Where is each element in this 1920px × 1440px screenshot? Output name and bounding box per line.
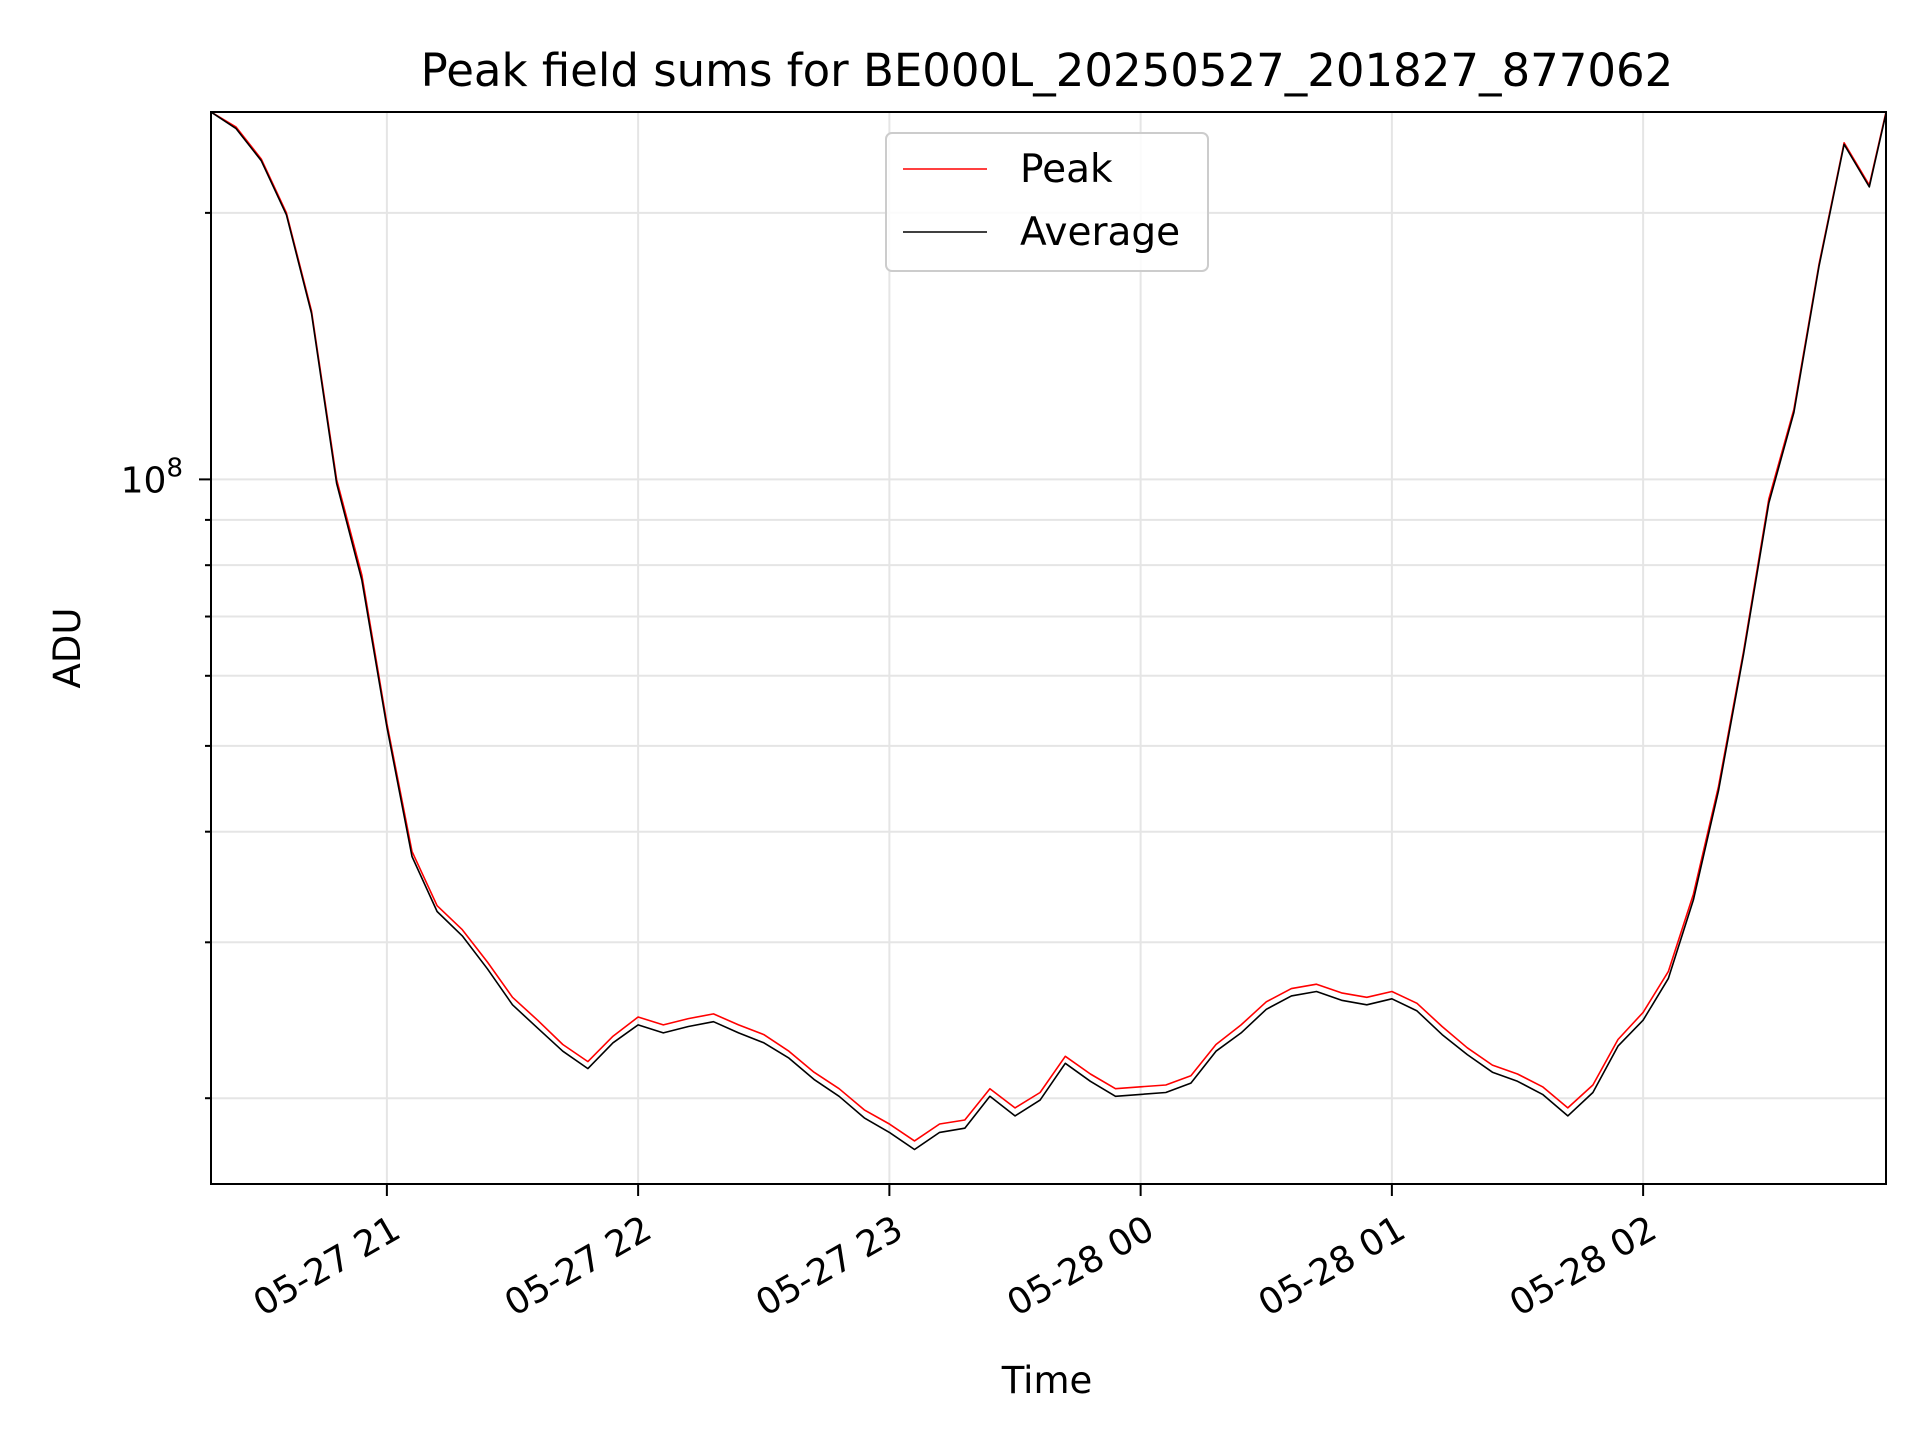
y-tick-label-exponent: 8 [166, 453, 183, 483]
grid-lines [211, 112, 1886, 1184]
y-tick-label-base: 10 [121, 460, 167, 501]
series-lines [211, 112, 1886, 1151]
plot-frame [210, 111, 1887, 1185]
legend-label-average: Average [1020, 210, 1180, 255]
legend: Peak Average [885, 132, 1209, 272]
x-axis-label: Time [1001, 1359, 1093, 1402]
y-axis-ticks: 108 [121, 211, 211, 1100]
y-axis-label: ADU [46, 608, 89, 689]
chart-title: Peak field sums for BE000L_20250527_2018… [421, 44, 1674, 97]
legend-label-peak: Peak [1020, 147, 1113, 192]
axes [210, 111, 1887, 1185]
series-line-peak [211, 112, 1886, 1142]
y-tick-label: 108 [121, 453, 183, 501]
legend-box [885, 132, 1209, 272]
series-line-average [211, 112, 1886, 1151]
